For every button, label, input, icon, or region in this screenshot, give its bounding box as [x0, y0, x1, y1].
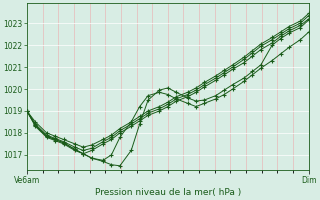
X-axis label: Pression niveau de la mer( hPa ): Pression niveau de la mer( hPa ): [95, 188, 241, 197]
